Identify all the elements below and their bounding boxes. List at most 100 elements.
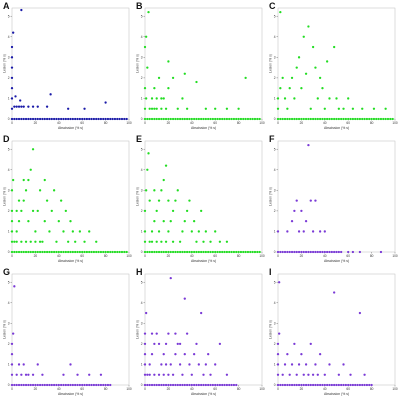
data-point (10, 209, 14, 213)
data-point (342, 363, 345, 366)
data-point (372, 117, 376, 121)
data-point (90, 117, 93, 121)
data-point (78, 117, 82, 121)
y-axis-title: Lesion (% s) (3, 320, 7, 339)
x-tick-label: 20 (300, 121, 304, 125)
data-point (311, 383, 315, 387)
data-point (174, 383, 177, 387)
data-point (97, 117, 100, 121)
data-point (76, 373, 79, 376)
data-point (27, 220, 30, 223)
x-tick-label: 40 (57, 121, 61, 125)
data-point (15, 117, 18, 121)
data-point (106, 117, 110, 121)
data-point (311, 373, 315, 376)
y-axis-title: Lesion (% s) (136, 54, 140, 73)
data-point (67, 250, 70, 254)
x-tick-label: 100 (259, 387, 265, 391)
data-point (347, 383, 350, 387)
data-point (120, 117, 124, 121)
data-point (164, 342, 168, 346)
x-tick-label: 20 (167, 254, 171, 258)
data-point (349, 373, 352, 376)
data-point (230, 383, 233, 387)
data-point (204, 117, 207, 121)
data-point (97, 383, 100, 387)
data-point (164, 383, 168, 387)
data-point (88, 250, 91, 254)
data-point (88, 230, 91, 233)
data-point (169, 250, 172, 254)
data-point (167, 117, 170, 121)
data-point (10, 342, 14, 346)
data-point (316, 383, 319, 387)
data-point (183, 353, 186, 356)
data-point (81, 250, 84, 254)
data-point (38, 250, 42, 254)
data-point (295, 66, 298, 69)
data-point (235, 383, 238, 387)
y-tick-label: 2 (274, 209, 276, 213)
data-point (330, 383, 333, 387)
data-point (370, 117, 373, 121)
data-point (150, 117, 154, 121)
data-point (325, 60, 329, 63)
data-point (258, 250, 261, 254)
data-point (323, 383, 326, 387)
data-point (106, 383, 110, 387)
data-point (174, 332, 177, 335)
data-point (45, 105, 49, 108)
data-point (278, 281, 281, 284)
data-point (29, 240, 32, 243)
data-point (109, 250, 112, 254)
data-point (225, 383, 229, 387)
data-point (188, 250, 191, 254)
y-tick-label: 3 (274, 188, 276, 192)
data-point (337, 383, 340, 387)
data-point (286, 383, 289, 387)
data-point (304, 250, 308, 254)
data-point (358, 383, 362, 387)
data-point (318, 76, 322, 80)
data-point (102, 117, 105, 121)
data-point (304, 383, 308, 387)
data-point (209, 373, 212, 376)
data-point (185, 250, 189, 254)
data-point (10, 45, 14, 49)
data-point (207, 117, 210, 121)
data-point (342, 117, 345, 121)
x-axis-title: Abscission (% s) (191, 126, 216, 130)
data-point (361, 383, 364, 387)
plot-frame (277, 7, 396, 120)
data-point (83, 250, 86, 254)
y-axis-title: Lesion (% s) (136, 320, 140, 339)
data-point (10, 189, 14, 192)
data-point (71, 117, 74, 121)
data-point (24, 373, 28, 376)
data-point (153, 342, 156, 346)
data-point (279, 10, 282, 14)
data-point (145, 97, 148, 100)
y-tick-label: 0 (274, 383, 276, 387)
data-point (171, 373, 175, 376)
data-point (145, 311, 148, 315)
data-point (15, 105, 18, 108)
y-tick-label: 0 (8, 383, 10, 387)
data-point (276, 230, 280, 233)
data-point (157, 117, 161, 121)
data-point (197, 230, 200, 233)
x-tick-label: 0 (11, 121, 13, 125)
data-point (351, 250, 355, 254)
y-tick-label: 0 (141, 117, 143, 121)
data-point (69, 117, 72, 121)
data-point (335, 250, 338, 254)
data-point (38, 189, 42, 192)
data-point (228, 383, 231, 387)
data-point (171, 250, 175, 254)
data-point (372, 107, 376, 110)
x-tick-label: 60 (346, 254, 350, 258)
data-point (304, 363, 308, 366)
data-point (218, 342, 222, 346)
data-point (36, 209, 39, 213)
